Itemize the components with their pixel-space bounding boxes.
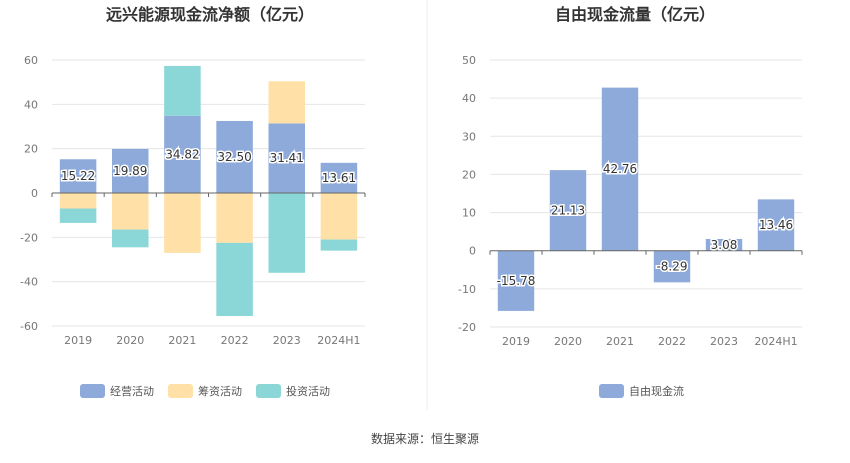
left-bar-3-2024H1	[320, 239, 358, 251]
left-legend-label: 经营活动	[110, 384, 154, 398]
left-legend-label: 投资活动	[286, 384, 330, 398]
right-y-tick-label: 50	[462, 54, 476, 67]
right-data-label-2023: 3.08	[711, 238, 738, 252]
left-bar-2-2024H1	[320, 193, 358, 240]
right-y-tick-label: 40	[462, 92, 476, 105]
left-legend: 经营活动 筹资活动 投资活动	[80, 384, 330, 398]
right-bar-1-2023	[705, 238, 743, 251]
left-y-tick-label: -60	[20, 320, 38, 333]
right-x-tick-label: 2020	[554, 335, 582, 348]
left-plot-area: 60 40 20 0 -20 -40 -60 2019 2020 2021 2022 2023 2024…	[20, 54, 366, 347]
left-bar-2-2019	[59, 193, 97, 209]
left-y-tick-label: 60	[24, 54, 38, 67]
left-chart-title: 远兴能源现金流净额（亿元）	[106, 5, 314, 24]
left-bar-1-2022	[216, 120, 253, 193]
right-legend-label: 自由现金流	[629, 384, 684, 398]
right-bar-1-2022	[653, 250, 691, 283]
right-y-tick-label: 20	[462, 168, 476, 181]
left-x-tick-label: 2020	[116, 334, 144, 347]
left-x-tick-label: 2021	[168, 334, 196, 347]
left-bar-3-2023	[268, 193, 306, 273]
left-data-label-2024H1: 13.61	[322, 171, 356, 185]
left-bar-1-2024H1	[320, 162, 358, 193]
right-data-label-2019: -15.78	[497, 274, 536, 288]
right-x-tick-label: 2024H1	[754, 335, 797, 348]
left-data-label-2021: 34.82	[165, 147, 199, 161]
left-bar-2-2021	[164, 193, 201, 253]
right-y-tick-label: 30	[462, 130, 476, 143]
left-bar-2-2020	[111, 193, 149, 230]
left-bar-1-2020	[111, 148, 149, 193]
left-y-tick-label: 0	[31, 187, 38, 200]
right-x-tick-label: 2022	[658, 335, 686, 348]
left-data-label-2019: 15.22	[61, 169, 95, 183]
left-y-tick-label: 40	[24, 98, 38, 111]
left-bar-2-2023	[268, 81, 306, 124]
data-source-note: 数据来源：恒生聚源	[371, 431, 479, 446]
left-bar-1-2019	[59, 159, 97, 193]
right-bar-1-2020	[549, 170, 587, 251]
right-y-tick-label: 10	[462, 207, 476, 220]
left-bar-3-2021	[164, 65, 201, 116]
left-legend-swatch	[256, 384, 281, 398]
right-x-tick-label: 2023	[710, 335, 738, 348]
right-x-tick-label: 2019	[502, 335, 530, 348]
left-bar-3-2019	[59, 208, 97, 223]
right-bar-1-2021	[601, 87, 639, 251]
left-y-tick-label: -40	[20, 276, 38, 289]
left-x-tick-label: 2023	[273, 334, 301, 347]
left-x-tick-label: 2019	[64, 334, 92, 347]
left-data-label-2023: 31.41	[270, 151, 304, 165]
right-chart-title: 自由现金流量（亿元）	[555, 5, 715, 24]
left-x-tick-label: 2022	[221, 334, 249, 347]
right-y-tick-label: 0	[469, 245, 476, 258]
right-x-tick-label: 2021	[606, 335, 634, 348]
right-data-label-2020: 21.13	[551, 203, 585, 217]
left-y-tick-label: -20	[20, 231, 38, 244]
right-bar-1-2024H1	[757, 199, 795, 251]
left-bar-3-2020	[111, 229, 149, 248]
right-legend-swatch	[599, 384, 624, 398]
left-data-label-2020: 19.89	[113, 164, 147, 178]
left-legend-label: 筹资活动	[198, 384, 242, 398]
right-plot-area: 50 40 30 20 10 0 -10 -20 2019 2020 2021 2022 2023 202…	[458, 54, 803, 348]
left-x-tick-label: 2024H1	[317, 334, 360, 347]
left-data-label-2022: 32.50	[217, 150, 251, 164]
right-data-label-2024H1: 13.46	[759, 218, 793, 232]
right-y-tick-label: -10	[458, 283, 476, 296]
left-bar-3-2022	[216, 242, 253, 317]
left-bar-1-2023	[268, 123, 306, 193]
left-y-tick-label: 20	[24, 143, 38, 156]
right-legend: 自由现金流	[599, 384, 684, 398]
right-bar-1-2019	[497, 250, 535, 311]
left-legend-swatch	[80, 384, 105, 398]
right-data-label-2021: 42.76	[603, 162, 637, 176]
left-bar-1-2021	[164, 115, 201, 193]
left-legend-swatch	[168, 384, 193, 398]
right-data-label-2022: -8.29	[656, 260, 687, 274]
right-y-tick-label: -20	[458, 321, 476, 334]
left-bar-2-2022	[216, 193, 253, 243]
